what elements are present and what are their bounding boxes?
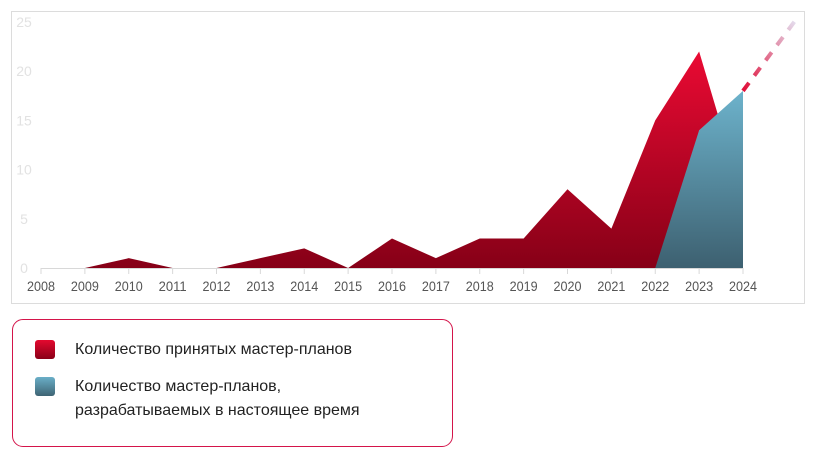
legend-swatch-blue [35,377,55,396]
y-tick-label: 20 [16,63,32,79]
legend-item-adopted: Количество принятых мастер-планов [35,338,405,362]
x-tick-label: 2017 [422,278,450,294]
x-tick-label: 2024 [729,278,757,294]
area-in-development [655,90,743,268]
x-tick-label: 2016 [378,278,406,294]
legend-item-in-development: Количество мастер-планов, разрабатываемы… [35,375,405,423]
x-tick-label: 2018 [466,278,494,294]
x-tick-label: 2020 [554,278,582,294]
y-tick-label: 5 [20,211,28,227]
x-tick-label: 2021 [597,278,625,294]
x-tick-label: 2022 [641,278,669,294]
x-tick-label: 2015 [334,278,362,294]
x-tick-label: 2013 [246,278,274,294]
legend-label-line2: разрабатываемых в настоящее время [75,402,360,419]
legend-swatch-red [35,340,55,359]
x-tick-label: 2011 [159,278,187,294]
plot-frame [11,11,805,304]
x-tick-label: 2012 [203,278,231,294]
y-tick-label: 0 [20,260,28,276]
x-tick-label: 2009 [71,278,99,294]
legend-label-line1: Количество мастер-планов, [75,378,282,395]
trend-dashed-line [741,15,800,93]
x-tick-label: 2023 [685,278,713,294]
x-tick-label: 2008 [27,278,55,294]
x-tick-label: 2014 [290,278,318,294]
legend-label: Количество мастер-планов, разрабатываемы… [75,375,405,423]
x-tick-label: 2010 [115,278,143,294]
legend: Количество принятых мастер-планов Количе… [12,319,453,447]
x-tick-label: 2019 [510,278,538,294]
y-tick-label: 10 [16,162,32,178]
y-tick-label: 25 [16,14,32,30]
y-tick-label: 15 [16,112,32,128]
area-adopted [41,51,743,268]
legend-label: Количество принятых мастер-планов [75,341,352,358]
